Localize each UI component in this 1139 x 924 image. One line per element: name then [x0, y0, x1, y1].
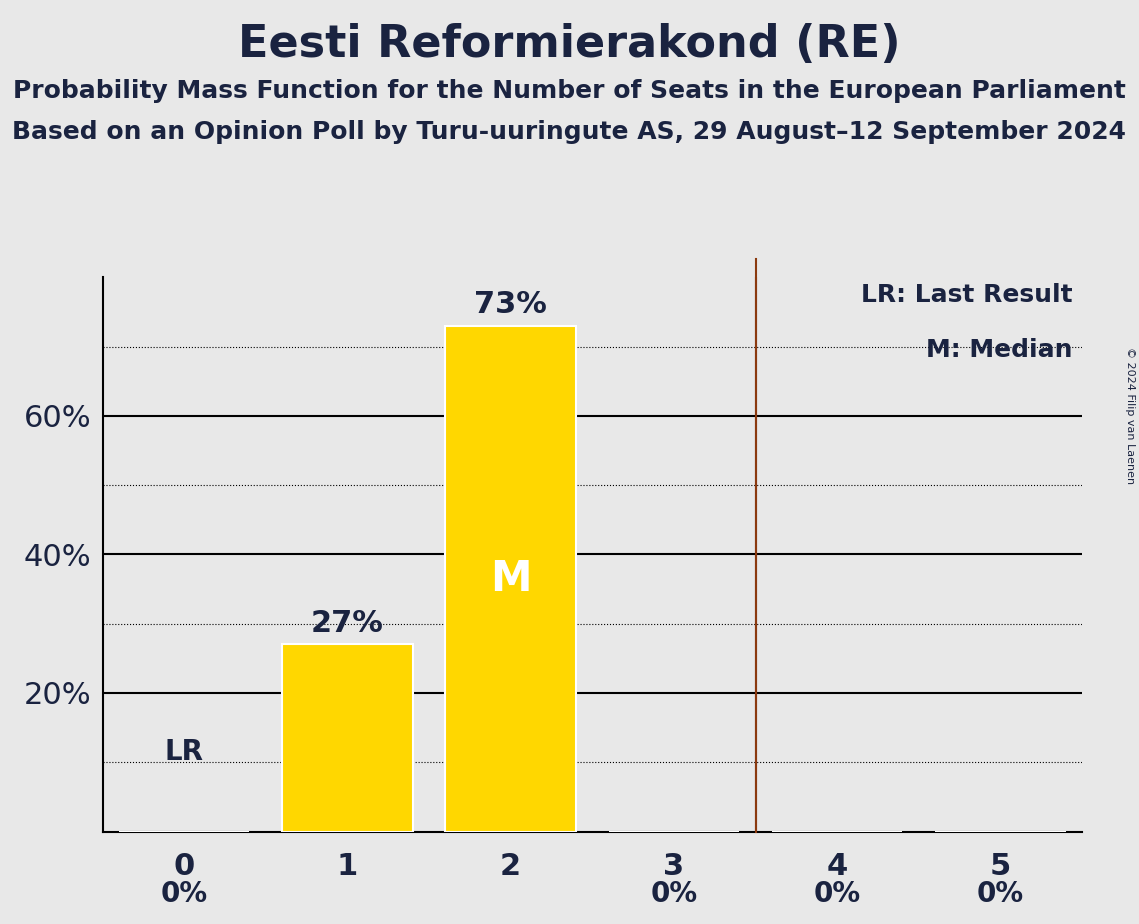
Text: M: Median: M: Median [926, 338, 1072, 362]
Text: LR: Last Result: LR: Last Result [861, 283, 1072, 307]
Text: © 2024 Filip van Laenen: © 2024 Filip van Laenen [1125, 347, 1134, 484]
Text: 73%: 73% [474, 290, 547, 319]
Text: 0%: 0% [161, 880, 207, 908]
Bar [445, 326, 576, 832]
Text: 0%: 0% [977, 880, 1024, 908]
Text: Probability Mass Function for the Number of Seats in the European Parliament: Probability Mass Function for the Number… [13, 79, 1126, 103]
Text: LR: LR [165, 737, 204, 766]
Text: 0%: 0% [650, 880, 697, 908]
Text: 27%: 27% [311, 609, 384, 638]
Text: 0%: 0% [813, 880, 861, 908]
Bar [282, 645, 412, 832]
Text: Eesti Reformierakond (RE): Eesti Reformierakond (RE) [238, 23, 901, 67]
Text: Based on an Opinion Poll by Turu-uuringute AS, 29 August–12 September 2024: Based on an Opinion Poll by Turu-uuringu… [13, 120, 1126, 144]
Text: M: M [490, 558, 532, 600]
